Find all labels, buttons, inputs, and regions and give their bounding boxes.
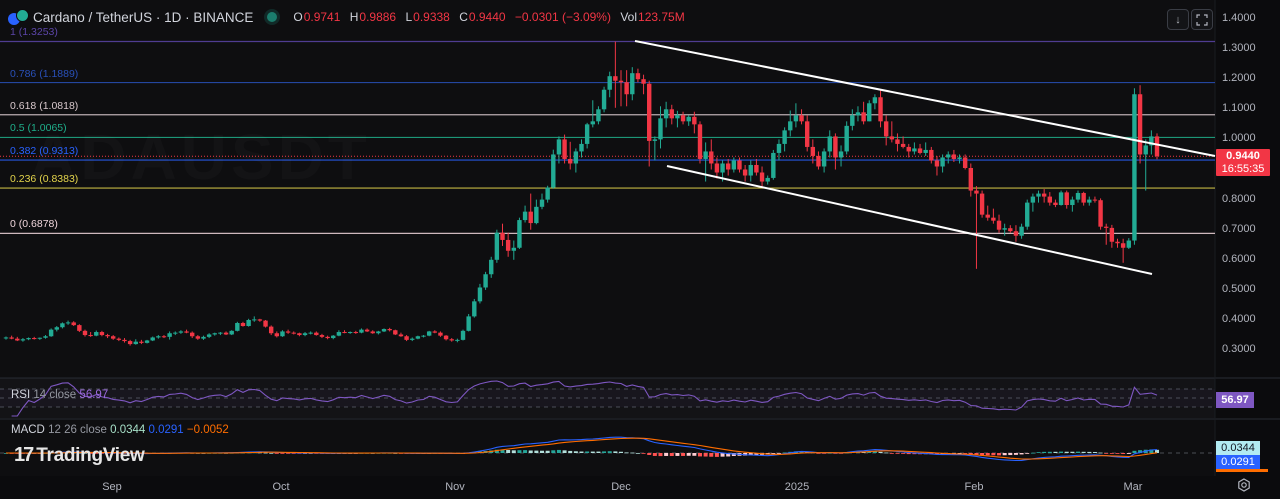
price-axis-label: 1.4000 [1222,12,1256,24]
candlestick-series [3,41,1160,346]
price-axis-label: 1.3000 [1222,42,1256,55]
tradingview-wordmark: TradingView [36,444,145,466]
macd-name: MACD [11,424,45,436]
chart-legend-header: Cardano / TetherUS · 1D · BINANCE O0.974… [8,6,691,28]
fib-level-label: 0 (0.6878) [10,218,58,231]
macd-line-tag: 0.0344 [1216,441,1260,455]
price-axis-label: 0.4000 [1222,313,1256,325]
close-label: C [459,10,468,24]
macd-histogram-tag [1216,469,1268,472]
last-price-tag: 0.9440 16:55:35 [1216,149,1270,176]
scroll-to-latest-button[interactable]: ↓ [1167,9,1189,30]
price-axis-label: 0.5000 [1222,282,1256,295]
price-axis-label: 0.3000 [1222,343,1256,356]
symbol-watermark: ADAUSDT [30,120,371,194]
fibonacci-levels [0,40,1215,234]
high-label: H [349,10,359,24]
macd-pane [0,436,1215,462]
time-axis-label: Dec [611,481,631,493]
rsi-legend[interactable]: RSI 14 close 56.97 [11,389,108,401]
fullscreen-button[interactable] [1191,9,1213,30]
time-axis-label: Nov [445,481,465,493]
open-label: O [293,10,303,24]
rsi-value-tag: 56.97 [1216,392,1254,408]
macd-params: 12 26 close [48,424,107,436]
tradingview-logo[interactable]: 17 TradingView [14,444,145,467]
rsi-value: 56.97 [79,389,109,401]
low-value: 0.9338 [413,10,450,24]
cardano-symbol-icon [8,7,30,27]
fib-level-label: 0.5 (1.0065) [10,122,67,135]
price-axis-label: 0.7000 [1222,222,1256,235]
volume-label: Vol [620,10,638,24]
time-axis-label: Sep [102,481,122,493]
rsi-pane [0,380,1215,417]
tradingview-mark-icon: 17 [14,444,34,466]
fib-level-label: 0.236 (0.8383) [10,173,79,186]
price-axis-label: 1.0000 [1222,132,1256,145]
ohlc-values: O0.9741 H0.9886 L0.9338 C0.9440 −0.0301 … [293,10,690,24]
fib-level-label: 0.618 (1.0818) [10,99,79,112]
high-value: 0.9886 [359,10,397,24]
price-axis-label: 1.2000 [1222,72,1256,85]
fullscreen-icon [1196,13,1208,26]
time-axis-label: Oct [272,481,290,493]
macd-legend[interactable]: MACD 12 26 close 0.0344 0.0291 −0.0052 [11,424,229,436]
arrow-down-icon: ↓ [1175,13,1181,26]
market-open-status-icon [267,12,278,22]
descending-channel-trendlines[interactable] [634,40,1216,275]
symbol-title[interactable]: Cardano / TetherUS · 1D · BINANCE [33,9,254,25]
fib-level-label: 0.382 (0.9313) [10,145,79,158]
bar-countdown: 16:55:35 [1221,163,1265,175]
volume-value: 123.75M [638,10,685,24]
macd-value: 0.0344 [110,424,146,436]
close-value: 0.9440 [468,10,506,24]
fib-level-label: 1 (1.3253) [10,26,58,39]
rsi-name: RSI [11,389,31,401]
last-price-value: 0.9440 [1226,150,1260,162]
price-axis-label: 1.1000 [1222,102,1256,115]
low-label: L [405,10,413,24]
price-axis-label: 0.6000 [1222,252,1256,265]
macd-histogram-value: −0.0052 [186,424,229,436]
price-axis-label: 0.8000 [1222,192,1256,205]
fib-level-label: 0.786 (1.1889) [10,67,79,80]
time-axis-label: 2025 [784,481,810,493]
open-value: 0.9741 [303,10,341,24]
rsi-params: 14 close [33,389,77,401]
macd-signal-value: 0.0291 [148,424,184,436]
time-axis-label: Feb [964,481,984,493]
macd-signal-tag: 0.0291 [1216,455,1260,469]
change-value: −0.0301 (−3.09%) [514,10,611,24]
time-axis-label: Mar [1123,481,1143,493]
settings-gear-icon[interactable] [1237,478,1251,492]
